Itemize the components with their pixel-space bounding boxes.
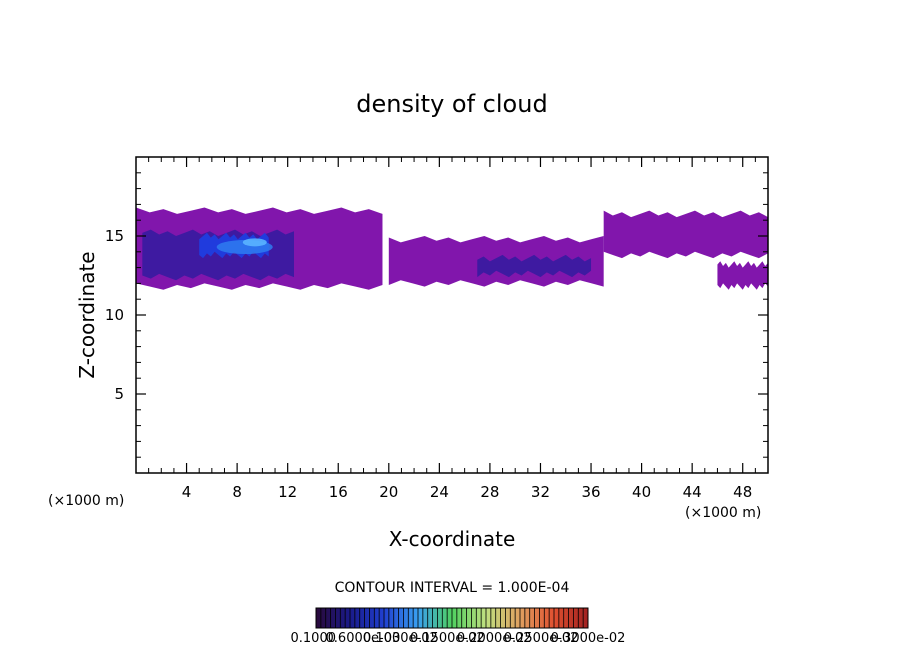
y-tick-label: 5 bbox=[114, 385, 124, 403]
colorbar-label: 0.2500e-02 bbox=[504, 631, 579, 646]
y-tick-label: 10 bbox=[105, 306, 124, 324]
cloud-core-peak bbox=[242, 238, 267, 247]
x-tick-label: 48 bbox=[733, 483, 752, 501]
x-tick-label: 16 bbox=[329, 483, 348, 501]
cloud-region bbox=[477, 254, 592, 278]
x-tick-label: 12 bbox=[278, 483, 297, 501]
x-tick-label: 32 bbox=[531, 483, 550, 501]
x-unit-label: (×1000 m) bbox=[685, 505, 761, 521]
x-tick-label: 36 bbox=[581, 483, 600, 501]
cloud-region bbox=[142, 229, 294, 281]
y-axis-ticks: 5 10 15 bbox=[105, 172, 768, 458]
x-tick-label: 40 bbox=[632, 483, 651, 501]
x-tick-label: 28 bbox=[480, 483, 499, 501]
contour-interval-label: CONTOUR INTERVAL = 1.000E-04 bbox=[335, 580, 570, 596]
colorbar-frame bbox=[315, 607, 589, 629]
cloud-field bbox=[136, 207, 768, 290]
x-axis-ticks: 4 8 12 16 20 24 28 32 36 40 44 48 bbox=[148, 157, 756, 501]
colorbar-label: 0.1000e-02 bbox=[363, 631, 438, 646]
x-tick-label: 8 bbox=[232, 483, 242, 501]
colorbar-label: 0.2000e-02 bbox=[457, 631, 532, 646]
x-tick-label: 44 bbox=[683, 483, 702, 501]
chart-title: density of cloud bbox=[356, 90, 547, 118]
x-tick-label: 4 bbox=[182, 483, 192, 501]
z-unit-label: (×1000 m) bbox=[48, 493, 124, 509]
x-tick-label: 20 bbox=[379, 483, 398, 501]
y-tick-label: 15 bbox=[105, 227, 124, 245]
colorbar-label: 0.1500e-02 bbox=[410, 631, 485, 646]
cloud-region bbox=[717, 261, 768, 290]
colorbar-label: 0.1000 bbox=[291, 631, 337, 646]
plot-frame bbox=[135, 156, 769, 474]
colorbar-labels: 0.10000.6000e-030.1000e-020.1500e-020.20… bbox=[291, 631, 626, 646]
y-axis-title: Z-coordinate bbox=[75, 251, 99, 378]
cloud-region bbox=[603, 210, 768, 259]
colorbar-label: 0.3000e-02 bbox=[551, 631, 626, 646]
colorbar-label: 0.6000e-03 bbox=[326, 631, 401, 646]
x-tick-label: 24 bbox=[430, 483, 449, 501]
colorbar bbox=[315, 607, 589, 629]
x-axis-title: X-coordinate bbox=[389, 527, 516, 551]
